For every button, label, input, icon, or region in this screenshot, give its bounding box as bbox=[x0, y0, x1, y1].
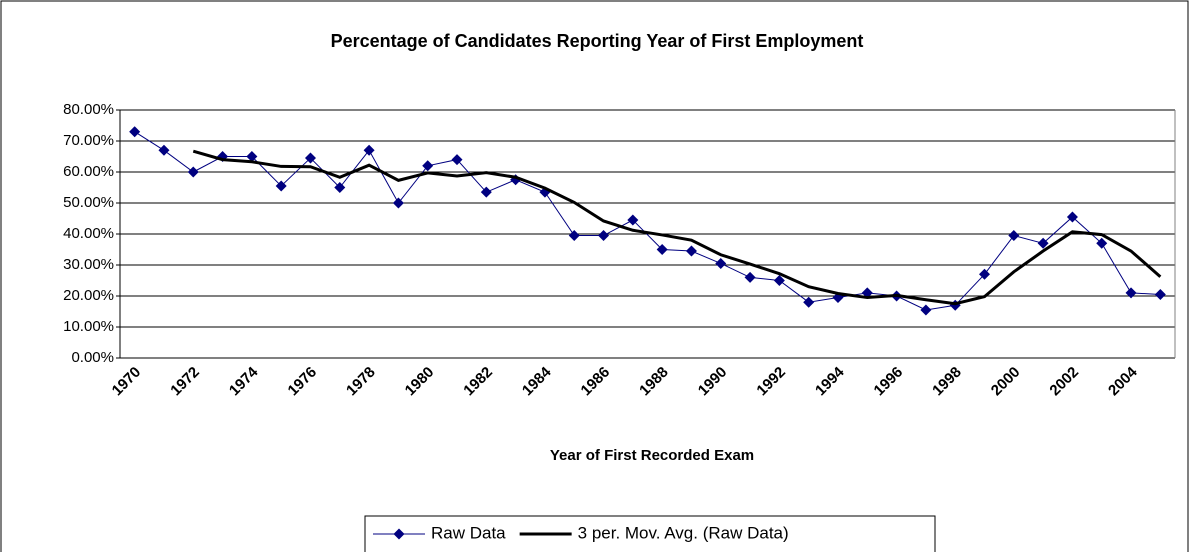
data-point bbox=[715, 257, 727, 269]
data-point bbox=[1008, 230, 1020, 242]
data-point bbox=[129, 126, 141, 138]
y-tick-label: 30.00% bbox=[63, 256, 114, 273]
y-tick-label: 40.00% bbox=[63, 225, 114, 242]
data-point bbox=[685, 245, 697, 257]
data-point bbox=[1096, 237, 1108, 249]
data-point bbox=[598, 230, 610, 242]
data-point bbox=[861, 287, 873, 299]
data-point bbox=[392, 197, 404, 209]
legend: Raw Data 3 per. Mov. Avg. (Raw Data) bbox=[364, 515, 936, 552]
data-point bbox=[451, 154, 463, 166]
y-tick-label: 80.00% bbox=[63, 101, 114, 118]
data-point bbox=[275, 180, 287, 192]
data-point bbox=[304, 152, 316, 164]
x-axis-title: Year of First Recorded Exam bbox=[550, 447, 754, 464]
series-line bbox=[192, 149, 1162, 306]
y-tick-label: 0.00% bbox=[71, 349, 114, 366]
chart-title: Percentage of Candidates Reporting Year … bbox=[331, 31, 864, 51]
y-tick-label: 60.00% bbox=[63, 163, 114, 180]
data-point bbox=[246, 151, 258, 162]
y-tick-label: 70.00% bbox=[63, 132, 114, 149]
legend-label: Raw Data bbox=[431, 523, 506, 542]
data-point bbox=[480, 186, 492, 198]
data-point bbox=[422, 160, 434, 172]
legend-marker bbox=[393, 528, 405, 540]
legend-box bbox=[364, 515, 936, 552]
data-point bbox=[1037, 237, 1049, 249]
series-line bbox=[134, 131, 1161, 311]
data-point bbox=[363, 144, 375, 156]
data-point bbox=[1154, 288, 1166, 300]
data-point bbox=[1066, 211, 1078, 223]
legend-label: 3 per. Mov. Avg. (Raw Data) bbox=[578, 523, 789, 542]
data-point bbox=[187, 166, 199, 178]
data-point bbox=[656, 244, 668, 255]
data-point bbox=[744, 271, 756, 283]
data-point bbox=[979, 268, 991, 280]
data-point bbox=[803, 296, 815, 308]
y-tick-label: 50.00% bbox=[63, 194, 114, 211]
data-point bbox=[1125, 287, 1137, 299]
y-tick-label: 10.00% bbox=[63, 318, 114, 335]
data-point bbox=[627, 214, 639, 226]
data-point bbox=[568, 230, 580, 242]
data-point bbox=[334, 182, 346, 193]
data-point bbox=[158, 144, 170, 156]
data-point bbox=[773, 275, 785, 286]
y-tick-label: 20.00% bbox=[63, 287, 114, 304]
data-point bbox=[920, 304, 932, 316]
